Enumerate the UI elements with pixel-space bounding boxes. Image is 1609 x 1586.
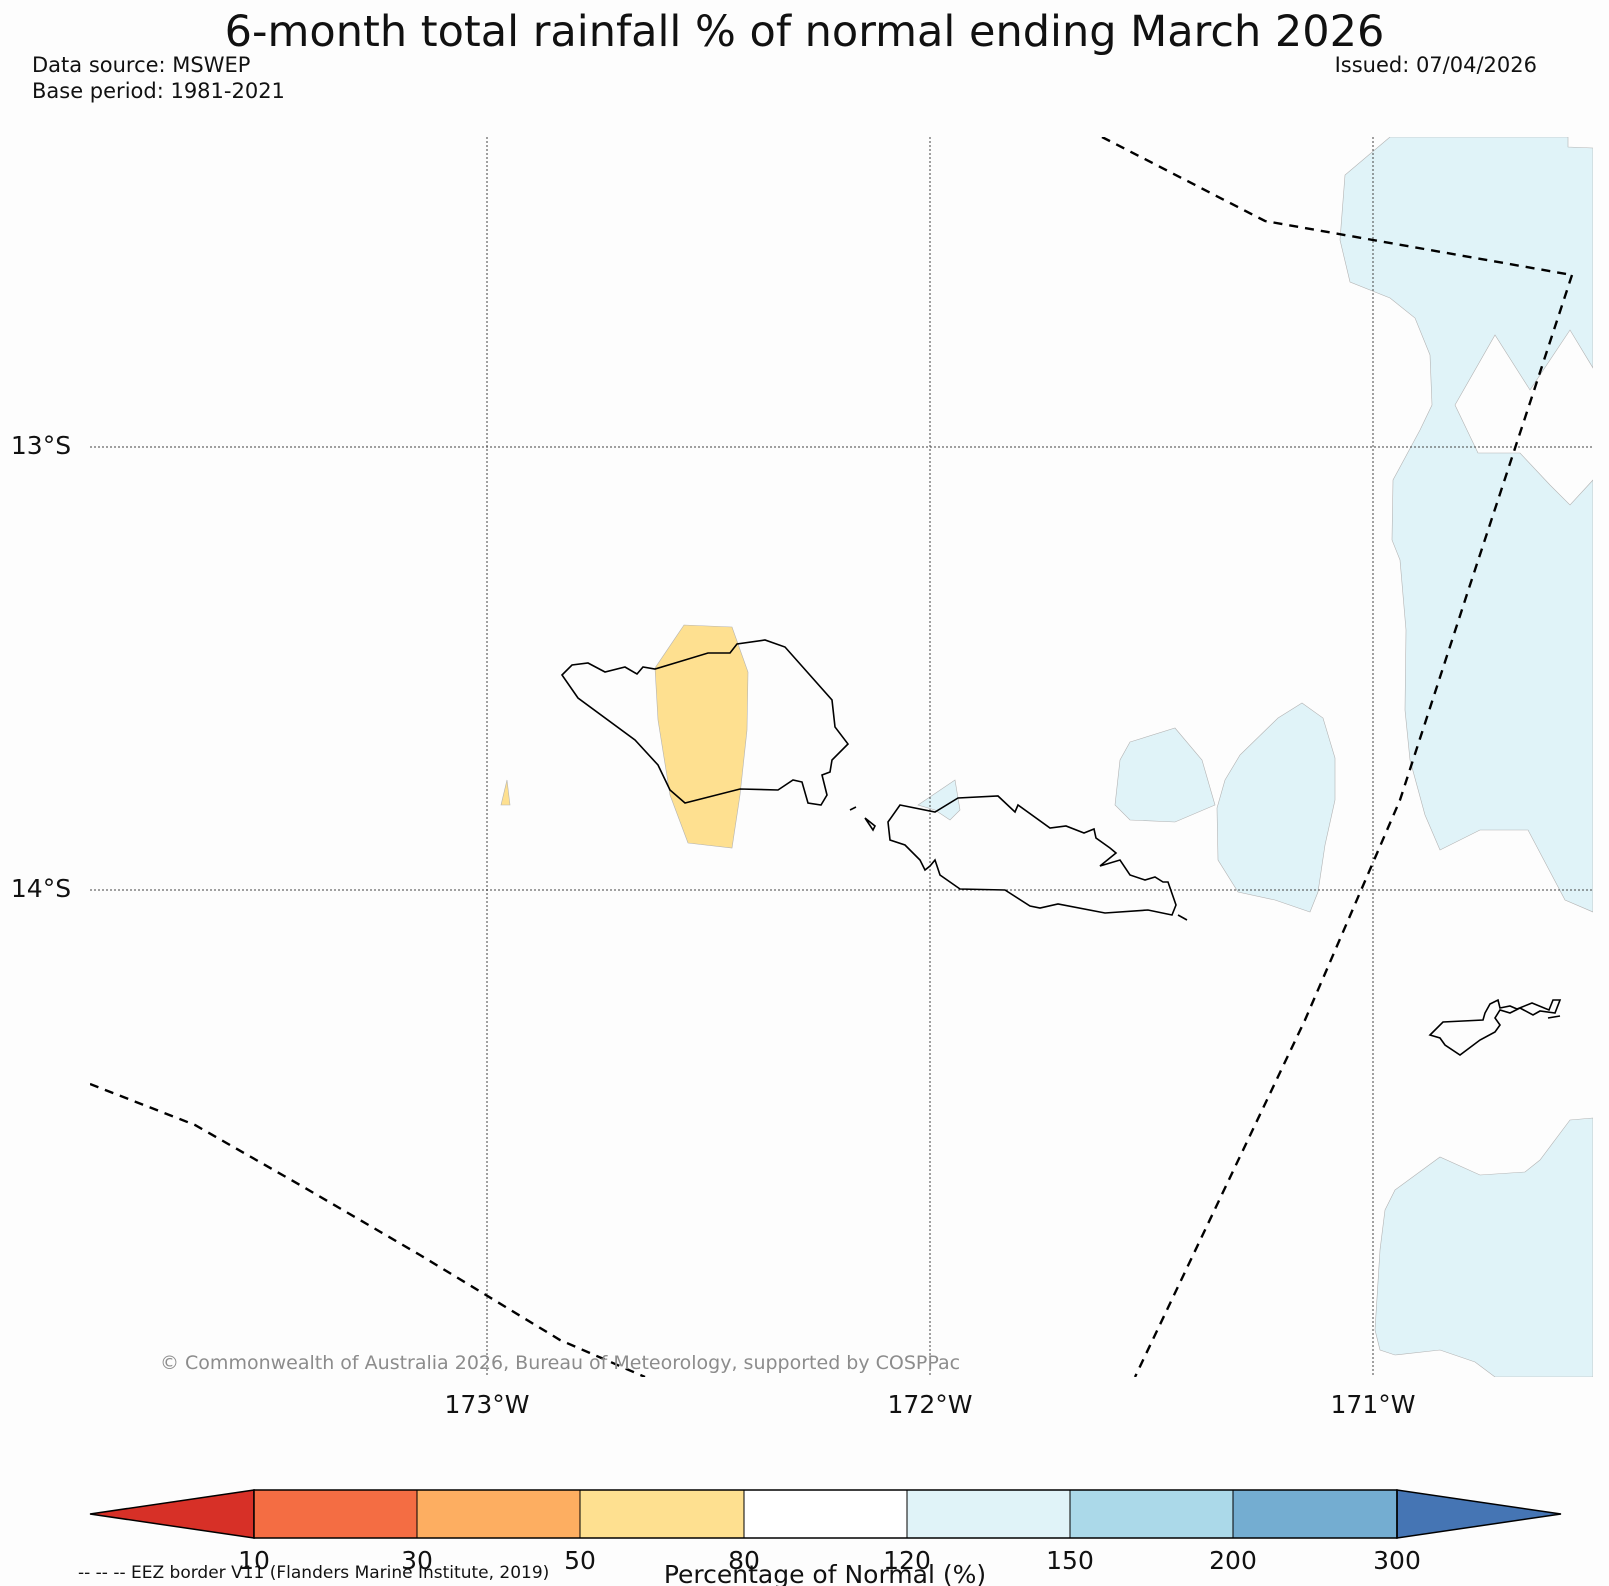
lat-label-13s: 13°S [11,431,71,460]
coastlines [560,639,1562,1056]
issued-date-label: Issued: 07/04/2026 [1334,53,1537,77]
colorbar-frame [253,1489,1398,1539]
map-area [90,137,1593,1377]
colorbar-segment-150-200 [1069,1489,1234,1539]
colorbar-segment-80-120 [743,1489,908,1539]
colorbar-tick-30: 30 [401,1546,433,1575]
rainfall-patch-tutuila-east [1216,702,1336,913]
eez-border-southwest [90,1082,646,1377]
rainfall-patch-east-south [1374,1117,1593,1377]
rainfall-patch-upolu [654,624,749,849]
colorbar-segment-120-150 [906,1489,1071,1539]
rainfall-fill-50-80 [500,624,749,849]
colorbar: 10 30 50 80 120 150 200 300 Percentage o… [89,1489,1562,1586]
coastline-islet-c [849,806,857,811]
coastline-upolu [560,639,850,806]
coastline-savaii-tutuila [887,795,1177,916]
lat-label-14s: 14°S [11,874,71,903]
colorbar-tick-200: 200 [1209,1546,1257,1575]
graticule [90,137,1593,1377]
colorbar-segment-200-300 [1232,1489,1398,1539]
colorbar-tick-300: 300 [1373,1546,1421,1575]
colorbar-tick-80: 80 [728,1546,760,1575]
colorbar-segment-30-50 [416,1489,581,1539]
colorbar-extend-high [1396,1489,1562,1539]
data-source-label: Data source: MSWEP [32,53,251,77]
colorbar-tick-10: 10 [238,1546,270,1575]
colorbar-tick-50: 50 [564,1546,596,1575]
base-period-label: Base period: 1981-2021 [32,79,285,103]
copyright-text: © Commonwealth of Australia 2026, Bureau… [160,1352,960,1374]
colorbar-extend-low [89,1489,255,1539]
coastline-manua-islet [1547,1015,1561,1019]
eez-border-east [1133,274,1574,1377]
colorbar-segment-50-80 [579,1489,745,1539]
colorbar-tick-150: 150 [1046,1546,1094,1575]
rainfall-patch-savaii-tip [917,779,961,821]
eez-borders [90,137,1574,1377]
map-title: 6-month total rainfall % of normal endin… [224,7,1385,57]
coastline-islet-b [1177,914,1188,921]
coastline-manua [1428,998,1562,1056]
colorbar-tick-120: 120 [883,1546,931,1575]
eez-legend-note: -- -- -- EEZ border V11 (Flanders Marine… [78,1563,549,1583]
colorbar-segment-10-30 [253,1489,418,1539]
colorbar-title: Percentage of Normal (%) [664,1560,986,1586]
rainfall-patch-east-north [1339,137,1593,913]
lon-label-171w: 171°W [1331,1390,1416,1419]
coastline-islet-a [864,817,877,832]
rainfall-fill-120-150 [917,137,1593,1377]
lon-label-173w: 173°W [445,1390,530,1419]
rainfall-patch-small-west [500,779,511,806]
eez-border-north [1101,137,1573,277]
rainfall-patch-tutuila-west [1114,727,1216,823]
lon-label-172w: 172°W [888,1390,973,1419]
